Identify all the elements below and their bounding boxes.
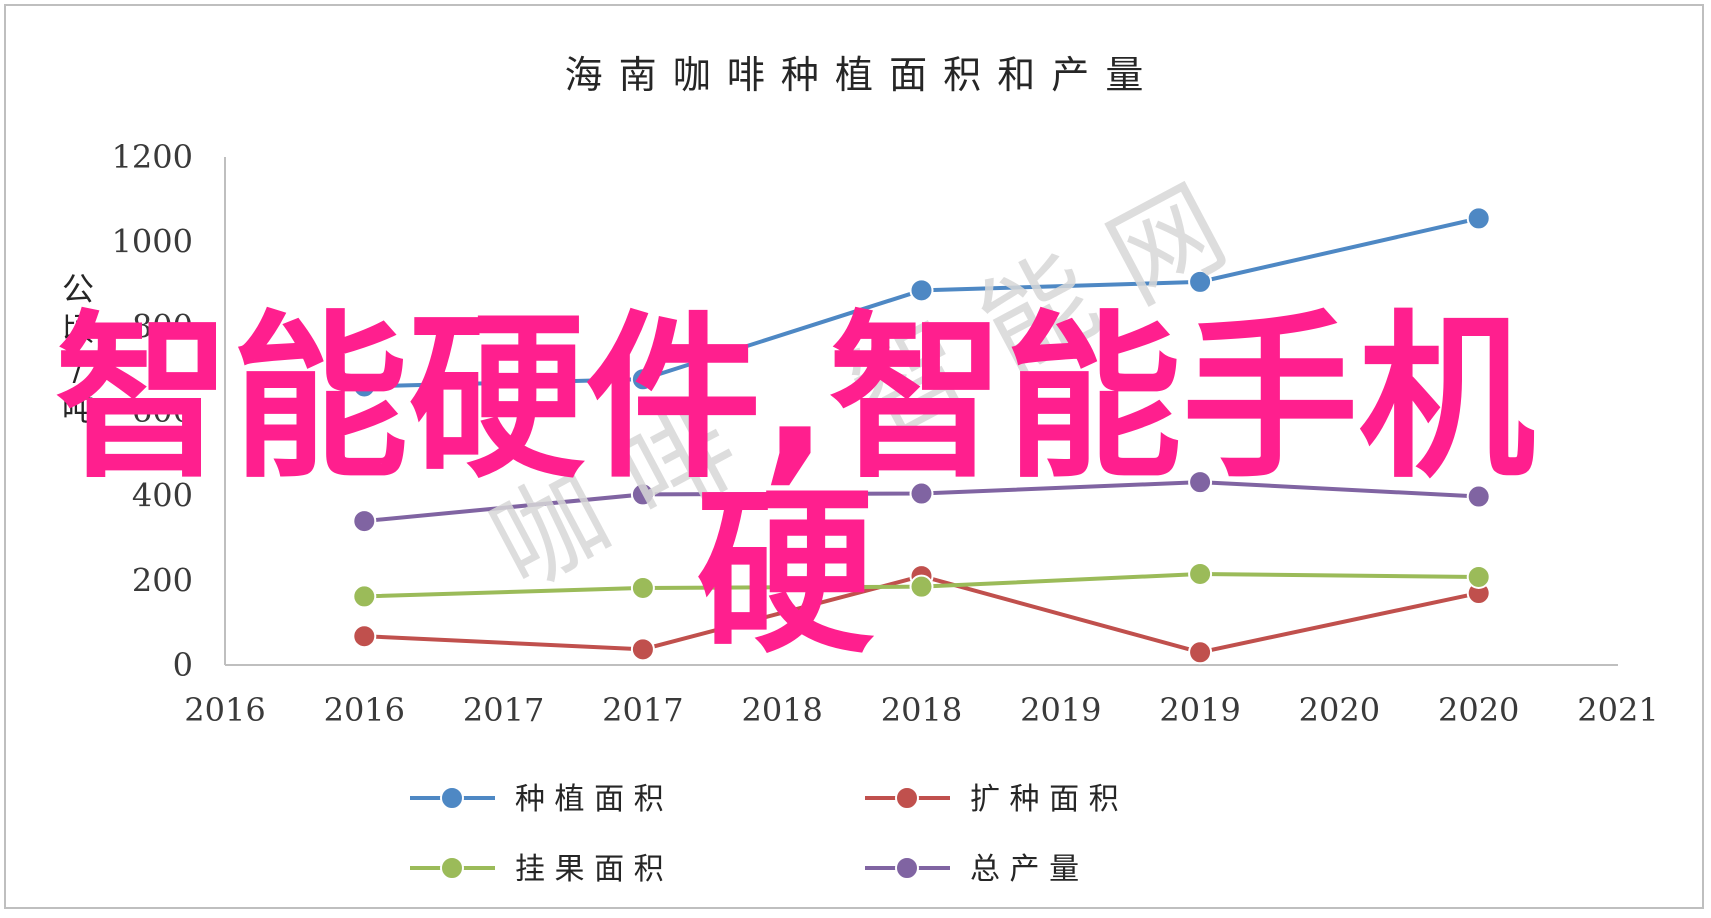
y-tick-label: 1200 <box>112 138 193 176</box>
y-tick-label: 200 <box>132 561 193 599</box>
overlay-line-1: 智能硬件,智能手机 <box>55 295 1535 502</box>
x-tick-label: 2019 <box>1159 691 1240 729</box>
data-point <box>909 278 934 303</box>
data-point <box>1466 484 1491 509</box>
data-point <box>909 574 934 599</box>
data-point <box>352 584 377 609</box>
x-tick-label: 2020 <box>1299 691 1380 729</box>
legend-marker <box>895 786 919 810</box>
x-tick-label: 2017 <box>602 691 683 729</box>
y-tick-label: 600 <box>132 392 193 430</box>
data-point <box>909 481 934 506</box>
overlay-line-2: 硬 <box>696 470 875 677</box>
y-axis-label: 公顷/吨 <box>62 270 94 428</box>
x-tick-label: 2016 <box>184 691 265 729</box>
x-tick-label: 2021 <box>1577 691 1658 729</box>
data-point <box>1188 269 1213 294</box>
legend-marker <box>440 856 464 880</box>
axes: 0 200 400 600 800 1000 1200 2016 2016 2017 2017 201… <box>112 138 1659 729</box>
data-point <box>1188 561 1213 586</box>
data-point <box>1188 470 1213 495</box>
y-tick-label: 400 <box>132 477 193 515</box>
legend: 种 植 面 积 扩 种 面 积挂 果 面 积 总 产 量 <box>410 782 1119 887</box>
data-point <box>1188 640 1213 665</box>
y-tick-label: 0 <box>173 646 193 684</box>
x-tick-label: 2017 <box>463 691 544 729</box>
y-tick-label: 1000 <box>112 223 193 261</box>
x-tick-label: 2018 <box>741 691 822 729</box>
data-point <box>1466 564 1491 589</box>
series-layer <box>352 206 1491 665</box>
data-point <box>630 482 655 507</box>
data-point <box>352 624 377 649</box>
legend-marker <box>895 856 919 880</box>
chart-frame <box>4 4 1704 909</box>
x-tick-label: 2019 <box>1020 691 1101 729</box>
overlay-caption: 智能硬件,智能手机 硬 <box>55 295 1535 677</box>
chart-title: 海 南 咖 啡 种 植 面 积 和 产 量 <box>565 53 1146 97</box>
x-tick-label: 2016 <box>324 691 405 729</box>
data-point <box>1466 206 1491 231</box>
data-point <box>630 367 655 392</box>
y-tick-label: 800 <box>132 307 193 345</box>
legend-marker <box>440 786 464 810</box>
data-point <box>630 637 655 662</box>
x-tick-label: 2018 <box>881 691 962 729</box>
data-point <box>352 509 377 534</box>
legend-label: 扩 种 面 积 <box>970 782 1119 817</box>
data-point <box>630 575 655 600</box>
data-point <box>352 374 377 399</box>
legend-label: 总 产 量 <box>970 852 1079 887</box>
legend-label: 种 植 面 积 <box>515 782 664 817</box>
x-tick-label: 2020 <box>1438 691 1519 729</box>
legend-label: 挂 果 面 积 <box>515 852 664 887</box>
